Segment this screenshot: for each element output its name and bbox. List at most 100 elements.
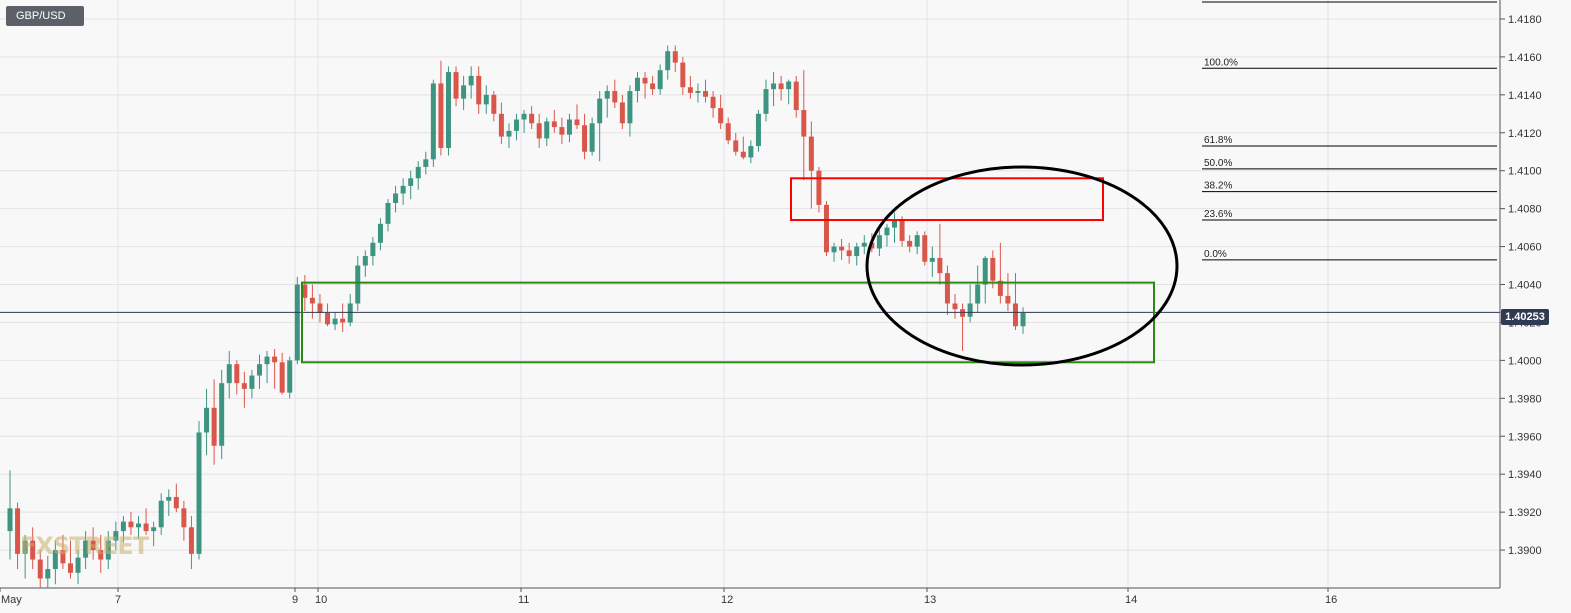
x-tick-label: 14	[1125, 594, 1137, 606]
y-tick-label: 1.3920	[1508, 507, 1542, 519]
candle-body	[529, 113, 535, 124]
x-tick-label: May	[1, 594, 22, 606]
candle-body	[37, 559, 43, 579]
candle-body	[476, 75, 482, 105]
candle-body	[264, 356, 270, 365]
candle-body	[491, 94, 497, 114]
candle-body	[922, 235, 928, 262]
candle-body	[90, 540, 96, 551]
candle-body	[294, 284, 300, 361]
y-tick-label: 1.3940	[1508, 469, 1542, 481]
candle-body	[695, 91, 701, 93]
candle-body	[453, 72, 459, 99]
candle-body	[755, 113, 761, 147]
candle-body	[740, 151, 746, 158]
candle-body	[703, 91, 709, 97]
candle-body	[642, 77, 648, 84]
candle-body	[355, 265, 361, 304]
candle-body	[211, 407, 217, 446]
candle-body	[967, 303, 973, 317]
candle-body	[914, 235, 920, 247]
candle-body	[370, 242, 376, 257]
candle-body	[514, 119, 520, 131]
focus-ellipse	[865, 165, 1179, 367]
y-tick-label: 1.4160	[1508, 52, 1542, 64]
candle-body	[778, 83, 784, 90]
candle-body	[612, 91, 618, 103]
x-tick-label: 12	[721, 594, 733, 606]
candle-body	[536, 123, 542, 139]
candle-body	[831, 246, 837, 253]
candle-body	[748, 146, 754, 158]
candle-body	[241, 383, 247, 389]
candle-body	[952, 303, 958, 310]
candle-body	[430, 83, 436, 160]
candle-body	[445, 72, 451, 148]
candle-body	[302, 284, 308, 298]
candle-body	[710, 96, 716, 109]
candle-body	[468, 75, 474, 86]
x-tick-label: 13	[924, 594, 936, 606]
candle-body	[136, 523, 142, 528]
candle-body	[589, 123, 595, 152]
candle-body	[793, 81, 799, 111]
candle-body	[808, 136, 814, 171]
y-tick-label: 1.4000	[1508, 355, 1542, 367]
y-tick-label: 1.4100	[1508, 166, 1542, 178]
candle-body	[52, 550, 58, 570]
candle-body	[839, 246, 845, 251]
candle-body	[120, 521, 126, 532]
candle-body	[234, 364, 240, 384]
candle-body	[763, 89, 769, 114]
candle-body	[680, 62, 686, 88]
candle-body	[604, 91, 610, 99]
x-tick-label: 11	[518, 594, 529, 606]
candle-body	[113, 531, 119, 541]
candle-body	[287, 360, 293, 393]
candle-body	[30, 540, 36, 560]
candle-body	[551, 121, 557, 128]
candle-body	[597, 98, 603, 124]
candle-body	[982, 257, 988, 285]
candle-body	[960, 309, 966, 317]
candle-body	[7, 508, 13, 532]
candle-body	[128, 521, 134, 528]
x-tick-label: 10	[315, 594, 327, 606]
candle-body	[892, 220, 898, 228]
support-box	[301, 281, 1155, 364]
current-price-badge: 1.40253	[1501, 309, 1549, 325]
candle-body	[188, 527, 194, 554]
candle-body	[990, 257, 996, 281]
candle-body	[997, 280, 1003, 296]
fib-level-label: 0.0%	[1204, 249, 1227, 260]
candle-body	[846, 250, 852, 257]
candle-body	[309, 297, 315, 304]
candle-body	[151, 527, 157, 532]
candle-body	[687, 87, 693, 93]
candle-body	[249, 375, 255, 389]
candle-body	[929, 257, 935, 262]
candle-body	[226, 364, 232, 384]
y-tick-label: 1.3960	[1508, 431, 1542, 443]
candle-body	[672, 51, 678, 63]
candle-body	[899, 220, 905, 241]
candle-body	[332, 318, 338, 325]
candle-body	[325, 312, 331, 325]
candle-body	[438, 83, 444, 148]
candle-body	[83, 540, 89, 558]
fib-level-label: 23.6%	[1204, 209, 1232, 220]
candle-body	[362, 256, 368, 266]
candle-body	[415, 166, 421, 179]
candle-body	[219, 383, 225, 446]
candle-body	[15, 508, 21, 554]
candle-body	[975, 284, 981, 304]
x-tick-label: 16	[1325, 594, 1337, 606]
watermark-logo: FXSTREET	[20, 532, 149, 560]
candle-body	[60, 550, 66, 564]
candle-body	[1005, 295, 1011, 304]
candle-body	[718, 108, 724, 124]
candle-body	[173, 496, 179, 509]
y-tick-label: 1.4060	[1508, 242, 1542, 254]
